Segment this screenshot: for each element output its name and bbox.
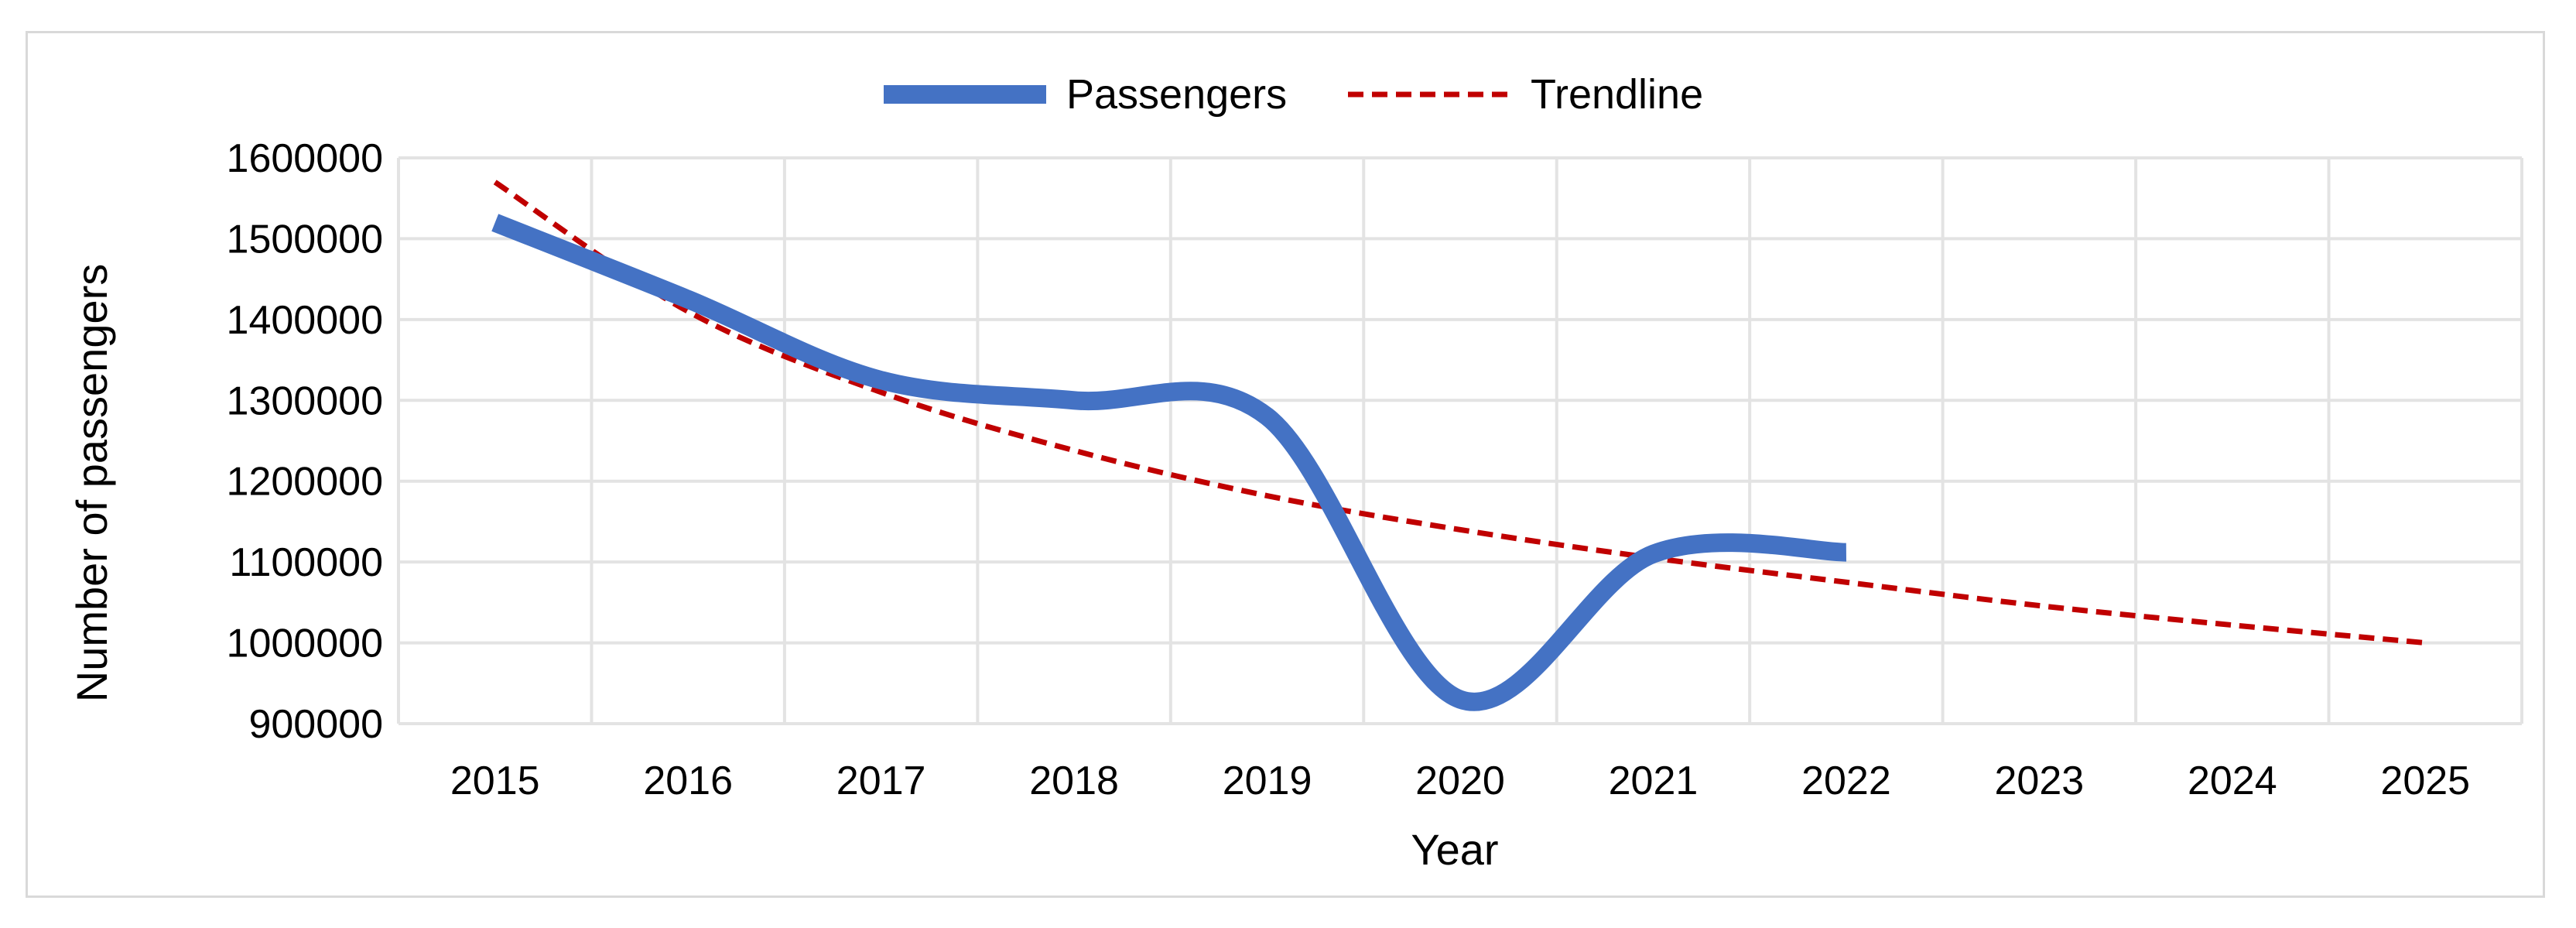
x-tick-label-2018: 2018 (1029, 758, 1119, 803)
x-axis-ticks: 2015 2016 2017 2018 2019 2020 2021 2022 2023 2024… (450, 758, 2470, 803)
x-tick-label-2020: 2020 (1415, 758, 1505, 803)
x-tick-label-2024: 2024 (2188, 758, 2277, 803)
y-axis-ticks: 900000 1000000 1100000 1200000 1300000 140000… (227, 136, 383, 747)
series-line-passengers (491, 214, 1847, 711)
x-axis-title: Year (1411, 825, 1498, 874)
y-tick-label-5: 1400000 (227, 298, 383, 343)
y-tick-label-6: 1500000 (227, 217, 383, 262)
series-line-trendline (493, 180, 2426, 646)
y-tick-label-2: 1100000 (229, 540, 383, 585)
x-tick-label-2025: 2025 (2380, 758, 2470, 803)
x-tick-label-2019: 2019 (1223, 758, 1312, 803)
y-tick-label-4: 1300000 (227, 378, 383, 423)
legend-label-trendline: Trendline (1531, 71, 1703, 118)
y-tick-label-0: 900000 (248, 702, 383, 747)
x-tick-label-2015: 2015 (450, 758, 540, 803)
y-axis-title: Number of passengers (67, 264, 116, 703)
x-tick-label-2016: 2016 (643, 758, 733, 803)
y-tick-label-3: 1200000 (227, 460, 383, 505)
y-tick-label-7: 1600000 (227, 136, 383, 181)
y-tick-label-1: 1000000 (227, 622, 383, 666)
x-tick-label-2017: 2017 (836, 758, 926, 803)
legend: Passengers Trendline (884, 71, 1703, 118)
legend-label-passengers: Passengers (1066, 71, 1287, 118)
gridlines (397, 156, 2523, 725)
x-tick-label-2021: 2021 (1609, 758, 1699, 803)
x-tick-label-2023: 2023 (1995, 758, 2085, 803)
chart-frame (26, 31, 2545, 898)
x-tick-label-2022: 2022 (1801, 758, 1891, 803)
series-lines (491, 180, 2426, 711)
